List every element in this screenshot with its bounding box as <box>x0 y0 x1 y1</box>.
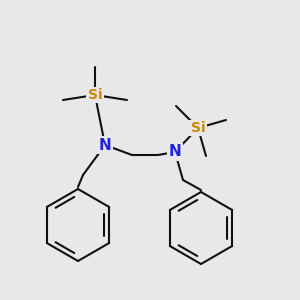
Text: Si: Si <box>191 121 205 135</box>
Text: Si: Si <box>88 88 102 102</box>
Text: N: N <box>99 137 111 152</box>
Text: N: N <box>169 145 182 160</box>
